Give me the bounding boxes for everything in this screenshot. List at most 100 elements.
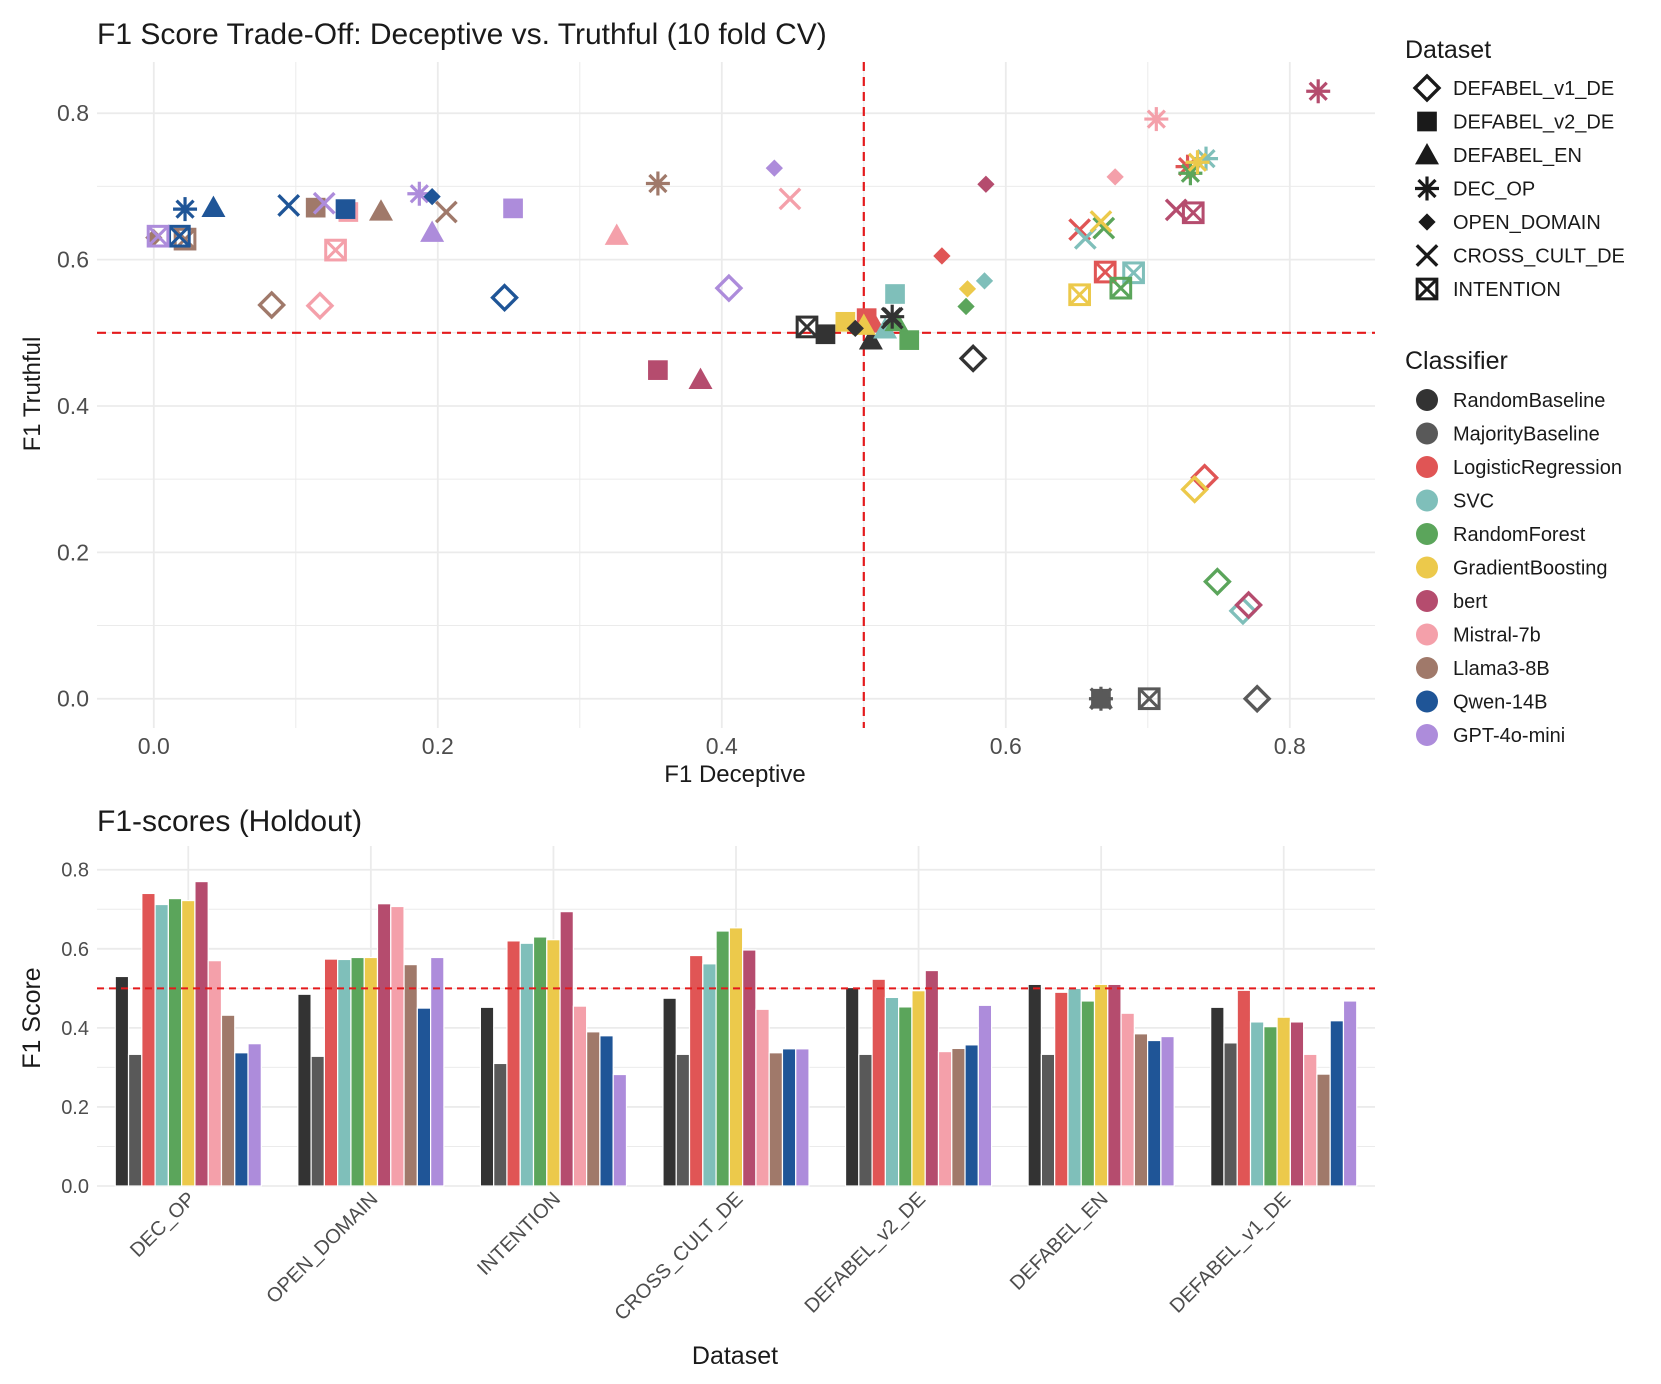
marker-asterisk-stroke [1187,152,1208,172]
scatter-point-intention-gradientboosting [1068,283,1091,307]
bar-defabel-v1-de-logisticregression [1236,989,1252,1187]
scatter-x-tick-label: 0.0 [138,733,170,759]
scatter-y-tick-labels: 0.0 0.2 0.4 0.6 0.8 [57,100,89,711]
marker-square [335,199,356,219]
bar-defabel-v1-de-qwen-14b [1329,1020,1345,1187]
bar-cross-cult-de-gradientboosting [728,927,744,1187]
scatter-panel: F1 Score Trade-Off: Deceptive vs. Truthf… [19,18,1375,788]
scatter-point-defabel-v2-de-svc [885,284,905,304]
bar-y-tick-label: 0.0 [61,1176,89,1198]
bar-defabel-v1-de-bert [1289,1021,1305,1187]
marker-circle [1416,389,1438,411]
scatter-point-defabel-v1-de-majoritybaseline [1242,684,1272,714]
marker-box [324,238,347,262]
legend-label-mistral-7b: Mistral-7b [1453,625,1541,647]
bar-intention-svc [519,942,535,1187]
scatter-points [145,79,1331,714]
legend-key-intention [1415,277,1439,301]
bar-open-domain-randombaseline [297,993,312,1187]
marker-diamond-open [1203,567,1232,597]
marker-box-x [147,225,169,248]
marker-box [1068,283,1091,307]
marker-asterisk-stroke [1308,81,1328,101]
legend-key-gradientboosting [1416,556,1438,579]
scatter-point-defabel-v2-de-gpt-4o-mini [503,198,523,219]
legend-label-randomforest: RandomForest [1453,524,1586,546]
marker-circle [1416,556,1438,579]
legend-key-cross-cult-de [1415,244,1439,267]
bar-open-domain-bert [376,903,392,1187]
marker-cross-stroke [1068,218,1092,241]
bar-cross-cult-de-majoritybaseline [675,1053,691,1187]
bar-defabel-v2-de-randomforest [898,1006,913,1187]
marker-cross-stroke [312,191,336,215]
marker-box-x [168,225,191,248]
bar-defabel-en-svc [1067,987,1082,1187]
legend-label-gradientboosting: GradientBoosting [1453,558,1608,580]
marker-diamond-open [958,344,988,373]
marker-diamond-open [490,283,519,313]
scatter-point-defabel-v1-de-mistral-7b [305,291,335,321]
marker-diamond-open [305,291,335,321]
scatter-point-dec-op-bert [1306,79,1331,104]
scatter-point-defabel-v1-de-svc [1228,596,1258,626]
bar-defabel-v1-de-randomforest [1263,1026,1278,1187]
legend-label-open-domain: OPEN_DOMAIN [1453,212,1601,234]
bar-y-tick-label: 0.4 [61,1018,89,1040]
bar-cross-cult-de-qwen-14b [781,1048,797,1187]
scatter-point-intention-gpt-4o-mini [146,224,170,248]
scatter-point-defabel-en-randombaseline [858,328,883,350]
legend-label-llama3-8b: Llama3-8B [1453,658,1550,680]
marker-square [885,284,905,304]
marker-diamond-open [257,290,287,320]
scatter-x-tick-label: 0.8 [1274,733,1306,759]
marker-cross-stroke [1089,210,1113,233]
classifier-legend: Classifier RandomBaseline MajorityBaselin… [1405,347,1622,747]
marker-circle [1416,623,1438,646]
scatter-point-cross-cult-de-gpt-4o-mini [312,191,336,215]
marker-diamond [957,297,975,316]
bar-open-domain-gradientboosting [363,956,379,1187]
bar-defabel-v2-de-logisticregression [871,978,886,1187]
marker-cross-stroke [1089,687,1113,711]
scatter-y-tick-label: 0.2 [57,539,89,565]
scatter-point-defabel-en-gpt-4o-mini [420,220,445,242]
scatter-point-cross-cult-de-mistral-7b [778,187,802,211]
marker-asterisk-stroke [409,184,429,204]
scatter-y-tick-label: 0.6 [57,247,89,273]
marker-asterisk-stroke [648,173,668,194]
marker-diamond-open [1242,684,1272,714]
scatter-point-defabel-v2-de-bert [648,360,668,380]
scatter-point-intention-qwen-14b [168,224,191,248]
dataset-legend-title: Dataset [1405,36,1491,64]
bar-cross-cult-de-llama3-8b [768,1052,784,1187]
scatter-point-intention-randomforest [1109,276,1133,300]
bar-cross-cult-de-logisticregression [688,954,704,1187]
marker-cross-stroke [1415,244,1439,267]
bar-defabel-en-majoritybaseline [1040,1053,1056,1187]
legend-key-bert [1416,590,1438,612]
bar-dec-op-llama3-8b [220,1014,236,1187]
bar-cross-cult-de-randomforest [715,930,730,1187]
marker-box [146,224,170,248]
bar-defabel-v2-de-gradientboosting [911,990,926,1187]
bar-defabel-v1-de-llama3-8b [1316,1073,1331,1187]
marker-circle [1416,690,1438,713]
bar-cross-cult-de-bert [742,949,757,1187]
scatter-point-open-domain-bert [977,175,995,193]
scatter-point-open-domain-randombaseline [846,319,864,338]
marker-triangle [201,195,226,218]
marker-square [899,330,920,350]
scatter-point-cross-cult-de-randombaseline [880,306,904,330]
marker-circle [1416,724,1438,746]
marker-box-x [1068,283,1091,306]
marker-diamond [765,159,783,177]
bar-defabel-en-mistral-7b [1120,1012,1135,1187]
bar-dec-op-majoritybaseline [127,1053,143,1187]
bar-defabel-en-qwen-14b [1147,1039,1162,1187]
legend-label-gpt-4o-mini: GPT-4o-mini [1453,725,1565,747]
legend-label-logisticregression: LogisticRegression [1453,457,1622,479]
scatter-point-defabel-en-qwen-14b [201,195,226,218]
scatter-point-intention-randombaseline [795,315,819,339]
scatter-point-defabel-en-svc [873,317,898,339]
